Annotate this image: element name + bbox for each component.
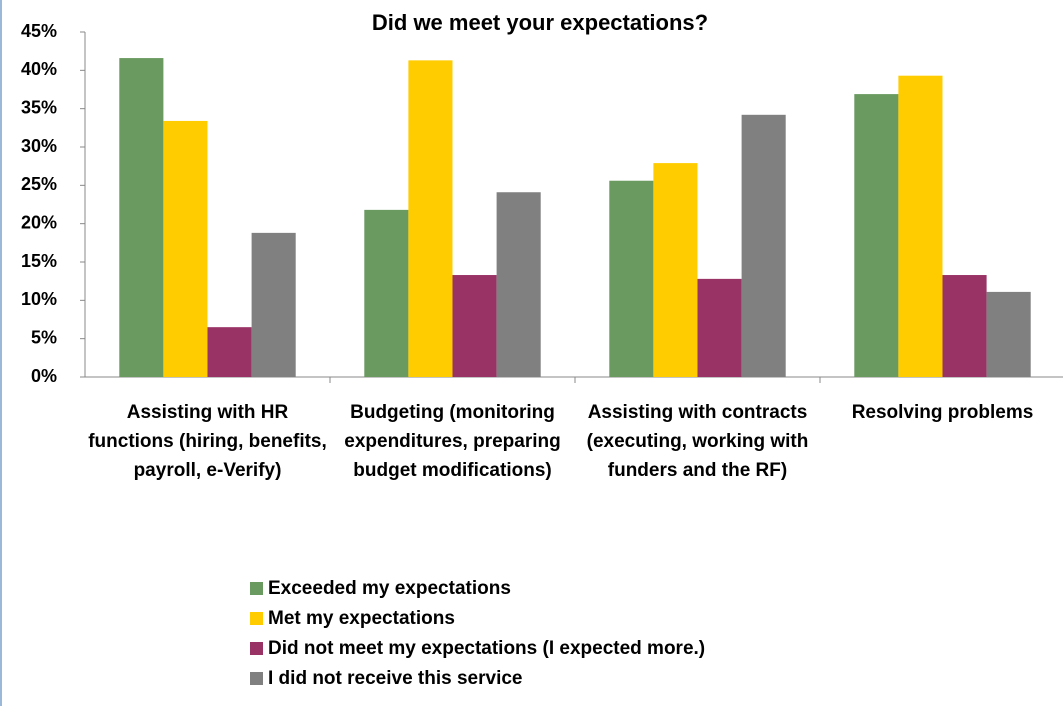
bar (653, 163, 698, 377)
legend-swatch (250, 672, 263, 685)
bar (251, 232, 296, 377)
bar (207, 327, 252, 377)
bar (986, 291, 1031, 377)
legend-swatch (250, 612, 263, 625)
bar (697, 278, 742, 377)
y-tick-label: 35% (21, 97, 57, 117)
x-tick-label: Budgeting (monitoring expenditures, prep… (344, 402, 561, 481)
x-tick-label: Assisting with contracts (executing, wor… (586, 402, 809, 481)
y-tick-label: 0% (31, 366, 57, 386)
x-tick-label: Assisting with HR functions (hiring, ben… (88, 402, 327, 481)
chart-title: Did we meet your expectations? (372, 10, 708, 35)
bar (364, 209, 409, 377)
bar (609, 180, 654, 377)
legend-label: Did not meet my expectations (I expected… (268, 638, 706, 659)
bar (119, 58, 164, 378)
bar (942, 275, 987, 377)
bar (898, 75, 943, 377)
y-tick-label: 20% (21, 212, 57, 232)
legend-swatch (250, 642, 263, 655)
legend-item: Did not meet my expectations (I expected… (250, 638, 705, 660)
y-tick-label: 45% (21, 21, 57, 41)
legend-swatch (250, 582, 263, 595)
legend-label: Met my expectations (268, 608, 455, 629)
legend-label: Exceeded my expectations (268, 578, 511, 599)
y-tick-label: 10% (21, 289, 57, 309)
x-tick-label: Resolving problems (851, 402, 1034, 423)
legend-item: I did not receive this service (250, 668, 523, 690)
legend-item: Exceeded my expectations (250, 578, 511, 600)
y-tick-label: 25% (21, 174, 57, 194)
legend-item: Met my expectations (250, 608, 455, 630)
bar (741, 114, 786, 378)
bar (163, 120, 208, 377)
legend-label: I did not receive this service (268, 668, 523, 689)
bar (408, 60, 453, 377)
y-tick-label: 40% (21, 59, 57, 79)
bar (452, 275, 497, 377)
bar (496, 192, 541, 377)
bar (854, 94, 899, 377)
y-tick-label: 5% (31, 327, 57, 347)
y-tick-label: 15% (21, 251, 57, 271)
y-tick-label: 30% (21, 136, 57, 156)
